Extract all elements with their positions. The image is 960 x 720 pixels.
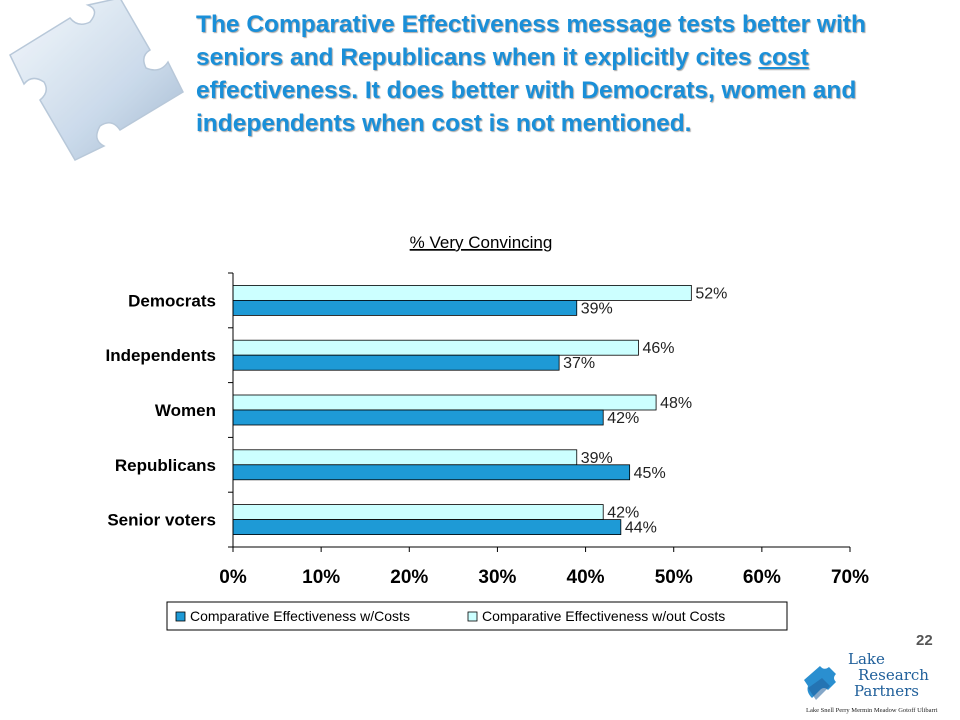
bar-without-costs-democrats xyxy=(232,284,692,301)
x-tick-label: 20% xyxy=(390,567,428,588)
x-tick-label: 10% xyxy=(302,567,340,588)
bar-with-costs-senior-voters xyxy=(232,519,622,535)
bar-without-costs-independents xyxy=(232,339,639,356)
category-label: Senior voters xyxy=(107,511,216,530)
bar-without-costs-republicans xyxy=(232,449,578,466)
slide-title: The Comparative Effectiveness message te… xyxy=(196,11,866,137)
bar-with-costs-democrats xyxy=(232,299,578,316)
legend-label-without-costs: Comparative Effectiveness w/out Costs xyxy=(482,608,725,624)
bar-with-costs-women xyxy=(232,409,604,426)
puzzle-piece-icon xyxy=(9,0,184,161)
bar-with-costs-republicans xyxy=(232,464,631,481)
bar-without-costs-senior-voters xyxy=(232,504,604,521)
chart-title: % Very Convincing xyxy=(410,233,553,252)
category-label: Women xyxy=(155,401,216,420)
data-label-without-costs-democrats: 52% xyxy=(695,285,727,302)
data-label-with-costs-women: 42% xyxy=(607,410,639,427)
lake-research-logo-icon: Lake Research Partners Lake Snell Perry … xyxy=(804,650,938,714)
legend-label-with-costs: Comparative Effectiveness w/Costs xyxy=(190,608,410,624)
legend-swatch-with-costs xyxy=(175,611,186,622)
data-label-with-costs-senior-voters: 44% xyxy=(625,520,657,537)
logo-line1: Lake xyxy=(848,650,885,668)
x-tick-label: 0% xyxy=(219,567,247,588)
data-label-with-costs-democrats: 39% xyxy=(581,300,613,317)
data-label-without-costs-women: 48% xyxy=(660,395,692,412)
logo-line2: Research xyxy=(858,666,929,684)
title-emphasis: cost xyxy=(758,44,809,71)
legend-swatch-without-costs xyxy=(467,611,478,622)
data-label-without-costs-independents: 46% xyxy=(642,340,674,357)
logo-partners: Lake Snell Perry Mermin Meadow Gotoff Ul… xyxy=(806,707,938,714)
data-label-with-costs-republicans: 45% xyxy=(634,465,666,482)
category-label: Republicans xyxy=(115,456,216,475)
category-label: Independents xyxy=(105,346,216,365)
x-tick-label: 50% xyxy=(655,567,693,588)
data-label-without-costs-senior-voters: 42% xyxy=(607,505,639,522)
x-tick-label: 60% xyxy=(743,567,781,588)
page-number: 22 xyxy=(916,632,933,649)
chart-legend: Comparative Effectiveness w/Costs Compara… xyxy=(166,601,788,631)
x-tick-label: 40% xyxy=(567,567,605,588)
bar-without-costs-women xyxy=(232,394,657,411)
data-label-without-costs-republicans: 39% xyxy=(581,450,613,467)
data-label-with-costs-independents: 37% xyxy=(563,355,595,372)
bar-with-costs-independents xyxy=(232,354,560,371)
x-tick-label: 30% xyxy=(478,567,516,588)
logo-line3: Partners xyxy=(854,682,919,700)
x-tick-label: 70% xyxy=(831,567,869,588)
category-label: Democrats xyxy=(128,291,216,310)
